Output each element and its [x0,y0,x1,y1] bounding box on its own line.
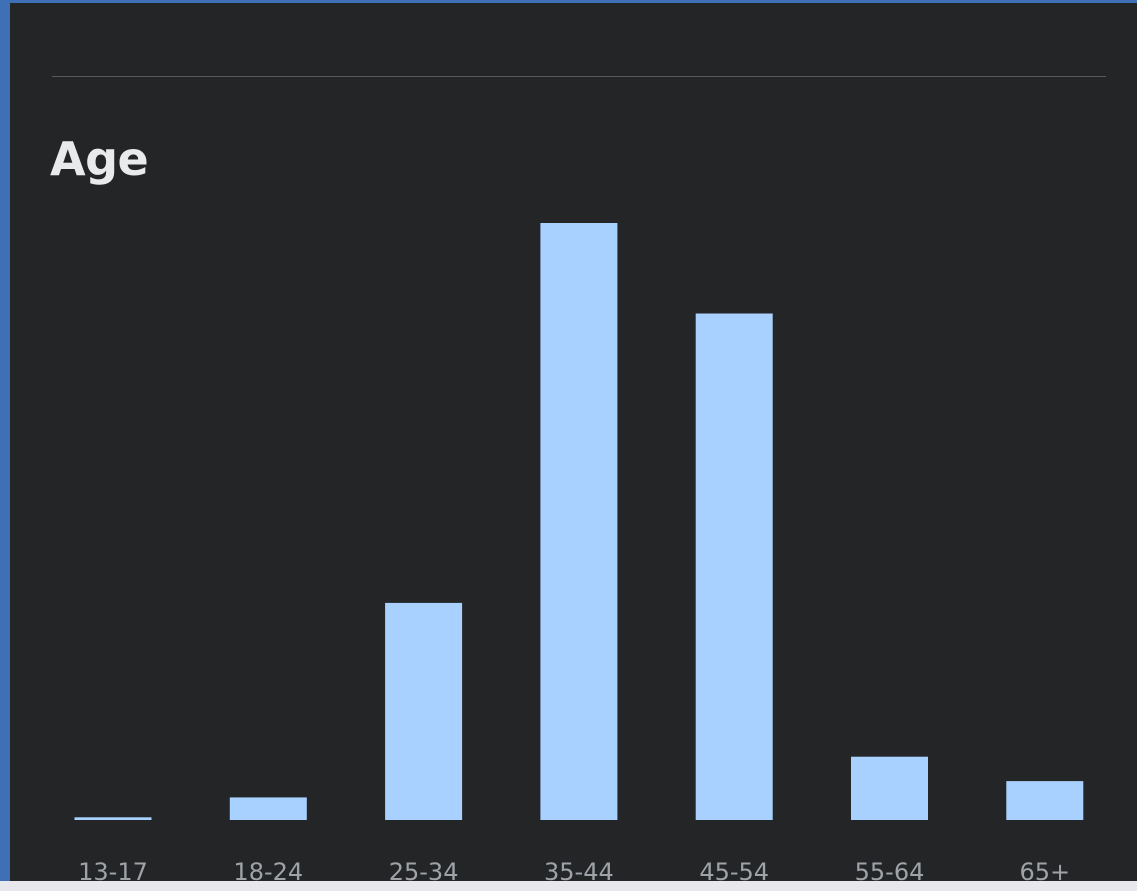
bar-65+[interactable] [1006,781,1084,820]
chart-title: Age [50,132,149,186]
section-divider [52,76,1106,77]
bar-18-24[interactable] [229,797,307,820]
bar-35-44[interactable] [540,223,618,820]
bar-55-64[interactable] [851,756,928,820]
bar-25-34[interactable] [385,602,463,820]
bar-13-17[interactable] [74,817,152,820]
bar-45-54[interactable] [695,313,773,821]
bottom-scroll-edge [0,881,1137,891]
